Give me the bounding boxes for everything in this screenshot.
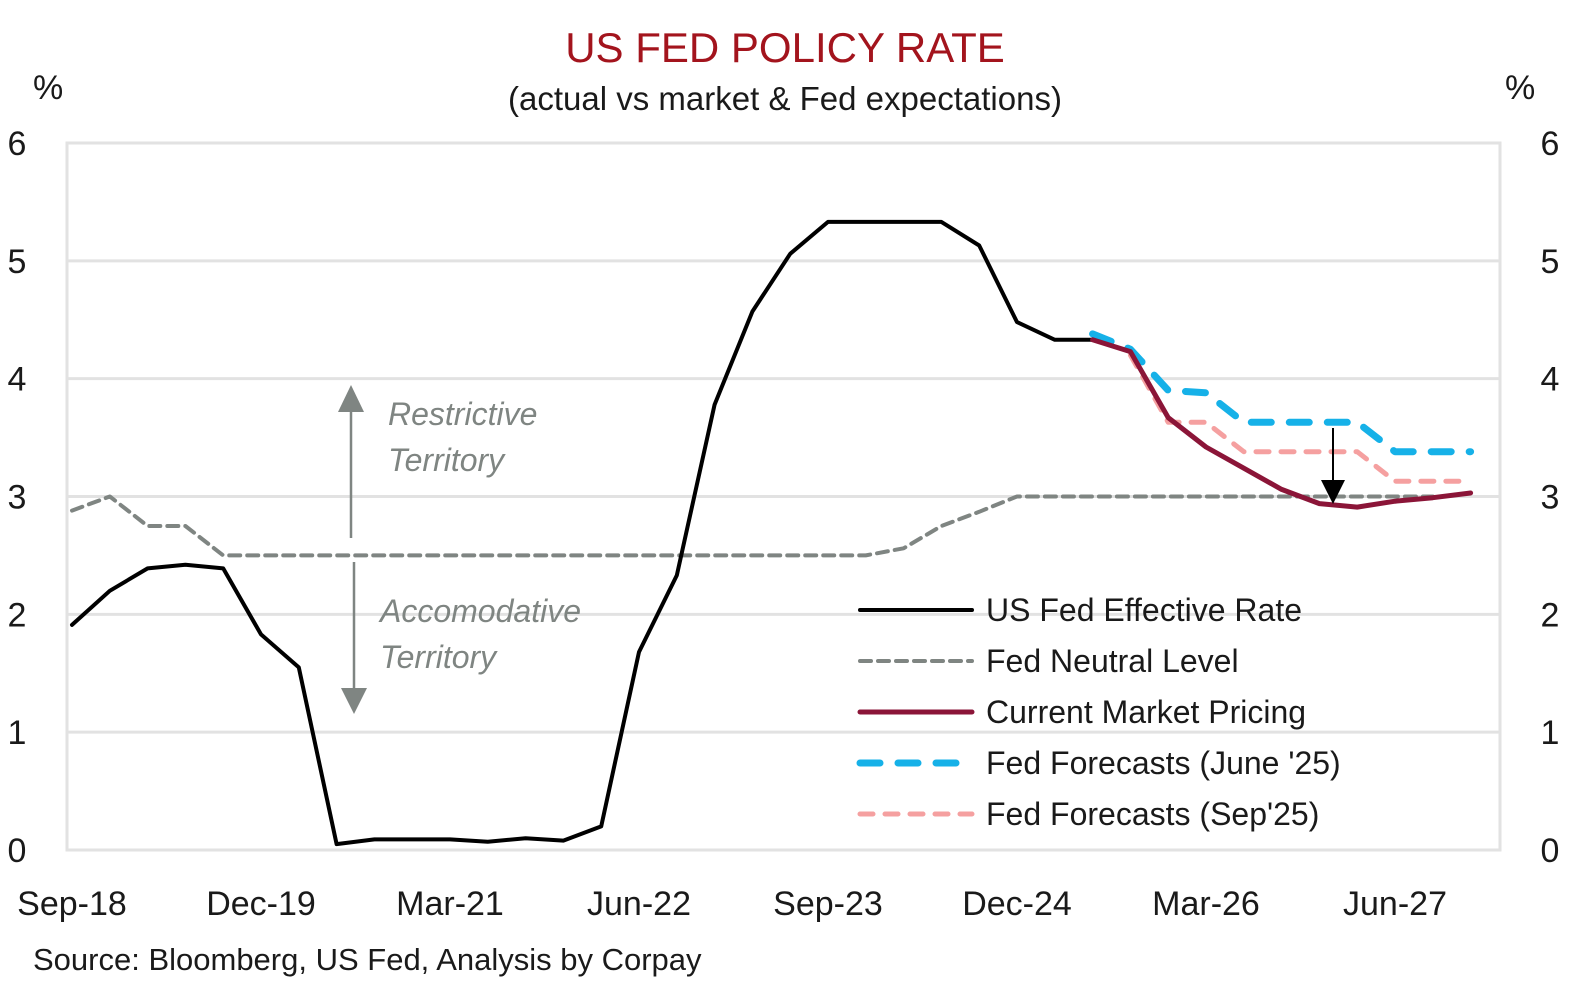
- x-tick-label: Dec-19: [206, 885, 316, 923]
- y-axis-right: 0 1 2 3 4 5 6: [1541, 125, 1560, 870]
- x-tick-label: Sep-18: [17, 885, 127, 923]
- y-axis-left: 0 1 2 3 4 5 6: [8, 125, 27, 870]
- y-tick-label-left: 0: [8, 832, 27, 870]
- restrictive-label-line2: Territory: [388, 442, 506, 478]
- legend-label: Fed Forecasts (June '25): [986, 745, 1341, 781]
- x-tick-label: Jun-27: [1343, 885, 1447, 923]
- y-tick-label-right: 4: [1541, 361, 1560, 399]
- y-tick-label-right: 1: [1541, 714, 1560, 752]
- legend-item: Fed Forecasts (Sep'25): [857, 796, 1319, 832]
- y-tick-label-right: 5: [1541, 243, 1560, 281]
- series-line-fed-neutral-level: [70, 494, 1435, 558]
- y-tick-label-right: 2: [1541, 596, 1560, 634]
- forecast-shift-arrow: [1321, 428, 1345, 504]
- accommodative-label-line1: Accomodative: [378, 593, 581, 629]
- series-line-current-market-pricing: [1090, 337, 1474, 510]
- y-tick-label-left: 6: [8, 125, 27, 163]
- y-axis-unit-left: %: [33, 69, 63, 107]
- x-axis: Sep-18 Dec-19 Mar-21 Jun-22 Sep-23 Dec-24 Mar-…: [17, 885, 1447, 923]
- y-tick-label-left: 4: [8, 361, 27, 399]
- x-tick-label: Mar-26: [1152, 885, 1260, 923]
- series-group: [70, 219, 1475, 847]
- y-tick-label-right: 6: [1541, 125, 1560, 163]
- chart-title: US FED POLICY RATE: [565, 24, 1005, 71]
- y-tick-label-right: 3: [1541, 479, 1560, 517]
- legend-item: Current Market Pricing: [857, 694, 1306, 730]
- legend-label: Fed Neutral Level: [986, 643, 1239, 679]
- series-line-fed-forecasts-june-25: [1089, 330, 1475, 456]
- legend-item: Fed Neutral Level: [858, 643, 1239, 679]
- y-tick-label-left: 5: [8, 243, 27, 281]
- x-tick-label: Mar-21: [396, 885, 504, 923]
- legend-label: Current Market Pricing: [986, 694, 1306, 730]
- legend-item: Fed Forecasts (June '25): [856, 745, 1341, 781]
- legend-label: Fed Forecasts (Sep'25): [986, 796, 1319, 832]
- y-tick-label-right: 0: [1541, 832, 1560, 870]
- legend: US Fed Effective Rate Fed Neutral Level Cu…: [856, 592, 1341, 832]
- legend-label: US Fed Effective Rate: [986, 592, 1302, 628]
- restrictive-arrow-up-icon: [338, 385, 364, 412]
- forecast-shift-arrow-down-icon: [1321, 480, 1345, 504]
- x-tick-label: Dec-24: [962, 885, 1072, 923]
- restrictive-label-line1: Restrictive: [388, 396, 537, 432]
- x-tick-label: Jun-22: [587, 885, 691, 923]
- plot-frame: [65, 141, 1502, 852]
- legend-item: US Fed Effective Rate: [858, 592, 1302, 628]
- y-tick-label-left: 3: [8, 479, 27, 517]
- chart-subtitle: (actual vs market & Fed expectations): [508, 80, 1062, 117]
- x-tick-label: Sep-23: [773, 885, 883, 923]
- territory-annotations: Restrictive Territory Accomodative Terri…: [338, 385, 581, 714]
- y-tick-label-left: 2: [8, 596, 27, 634]
- y-tick-label-left: 1: [8, 714, 27, 752]
- accommodative-arrow-down-icon: [341, 688, 367, 714]
- series-line-fed-forecasts-sep-25: [1127, 352, 1474, 484]
- y-axis-unit-right: %: [1505, 69, 1535, 107]
- accommodative-label-line2: Territory: [380, 639, 498, 675]
- series-line-us-fed-effective-rate: [70, 219, 1095, 847]
- source-note: Source: Bloomberg, US Fed, Analysis by C…: [33, 942, 702, 977]
